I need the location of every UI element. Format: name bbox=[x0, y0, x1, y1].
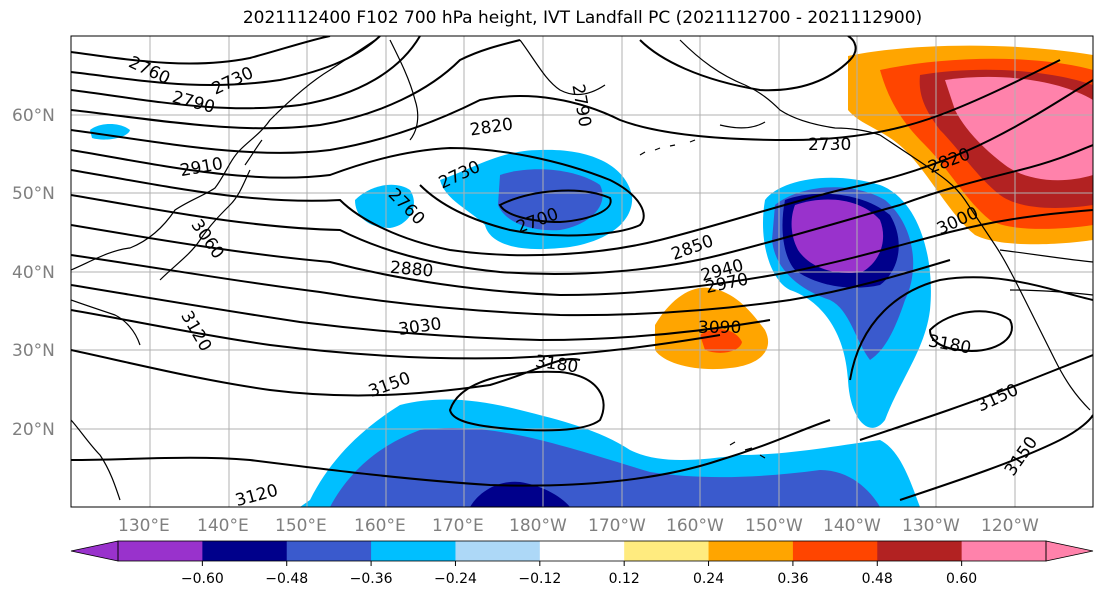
lat-label: 20°N bbox=[12, 420, 55, 440]
colorbar-segment bbox=[371, 541, 456, 561]
ivt-negative-nw-small bbox=[355, 184, 414, 228]
ivt-positive-central-core bbox=[700, 329, 742, 353]
ivt-negative-tropical-mid bbox=[330, 428, 880, 507]
map-frame bbox=[70, 35, 1094, 508]
lon-label: 130°W bbox=[902, 516, 960, 536]
colorbar-tick-label: −0.48 bbox=[265, 571, 308, 587]
contour-label: 2880 bbox=[389, 258, 434, 282]
lat-label: 60°N bbox=[12, 106, 55, 126]
ivt-negative-tropical-core bbox=[470, 481, 570, 507]
latitude-labels: 60°N 50°N 40°N 30°N 20°N bbox=[12, 106, 55, 440]
lon-label: 180°W bbox=[509, 516, 567, 536]
colorbar-segment bbox=[455, 541, 541, 561]
lon-label: 170°W bbox=[588, 516, 646, 536]
lon-label: 160°W bbox=[666, 516, 724, 536]
colorbar-extend-high bbox=[1045, 540, 1094, 562]
colorbar-tick-label: 0.48 bbox=[862, 571, 893, 587]
colorbar-tick-label: 0.60 bbox=[946, 571, 977, 587]
colorbar-segment bbox=[792, 541, 878, 561]
contour-label: 2730 bbox=[808, 135, 851, 155]
colorbar-tick-label: −0.24 bbox=[434, 571, 477, 587]
lon-label: 170°E bbox=[432, 516, 484, 536]
lat-label: 30°N bbox=[12, 341, 55, 361]
colorbar-tick-label: 0.24 bbox=[693, 571, 724, 587]
map-title: 2021112400 F102 700 hPa height, IVT Land… bbox=[242, 8, 923, 28]
lon-label: 120°W bbox=[981, 516, 1039, 536]
colorbar-segment bbox=[961, 541, 1047, 561]
lon-label: 160°E bbox=[354, 516, 406, 536]
lon-label: 130°E bbox=[118, 516, 170, 536]
lon-label: 140°W bbox=[823, 516, 881, 536]
colorbar-segment bbox=[286, 541, 372, 561]
colorbar-segment bbox=[708, 541, 794, 561]
colorbar-tick-label: −0.60 bbox=[181, 571, 224, 587]
lon-label: 150°E bbox=[275, 516, 327, 536]
colorbar-tick-label: −0.12 bbox=[518, 571, 561, 587]
lon-label: 150°W bbox=[745, 516, 803, 536]
lat-label: 50°N bbox=[12, 184, 55, 204]
ivt-negative-tiny bbox=[90, 124, 130, 140]
colorbar-segment bbox=[877, 541, 963, 561]
lon-label: 140°E bbox=[197, 516, 249, 536]
colorbar-segment bbox=[202, 541, 288, 561]
colorbar-tick-label: 0.12 bbox=[609, 571, 640, 587]
colorbar: −0.60 −0.48 −0.36 −0.24 −0.12 0.12 0.24 0.36 0.4… bbox=[70, 540, 1094, 587]
colorbar-extend-low bbox=[70, 540, 119, 562]
ivt-negative-nw-core bbox=[498, 169, 603, 231]
height-contours bbox=[71, 36, 1093, 501]
lat-label: 40°N bbox=[12, 263, 55, 283]
graticule bbox=[71, 36, 1093, 507]
longitude-labels: 130°E 140°E 150°E 160°E 170°E 180°W 170°… bbox=[118, 516, 1039, 536]
contour-label: 3090 bbox=[698, 318, 741, 338]
ivt-negative-core bbox=[791, 199, 884, 274]
ivt-fill-layer bbox=[90, 45, 1093, 507]
coastlines bbox=[71, 39, 1093, 501]
colorbar-segment bbox=[624, 541, 710, 561]
colorbar-frame bbox=[117, 540, 1047, 562]
colorbar-segment bbox=[118, 541, 203, 561]
colorbar-segment bbox=[539, 541, 625, 561]
colorbar-tick-label: −0.36 bbox=[350, 571, 393, 587]
colorbar-tick-label: 0.36 bbox=[777, 571, 808, 587]
